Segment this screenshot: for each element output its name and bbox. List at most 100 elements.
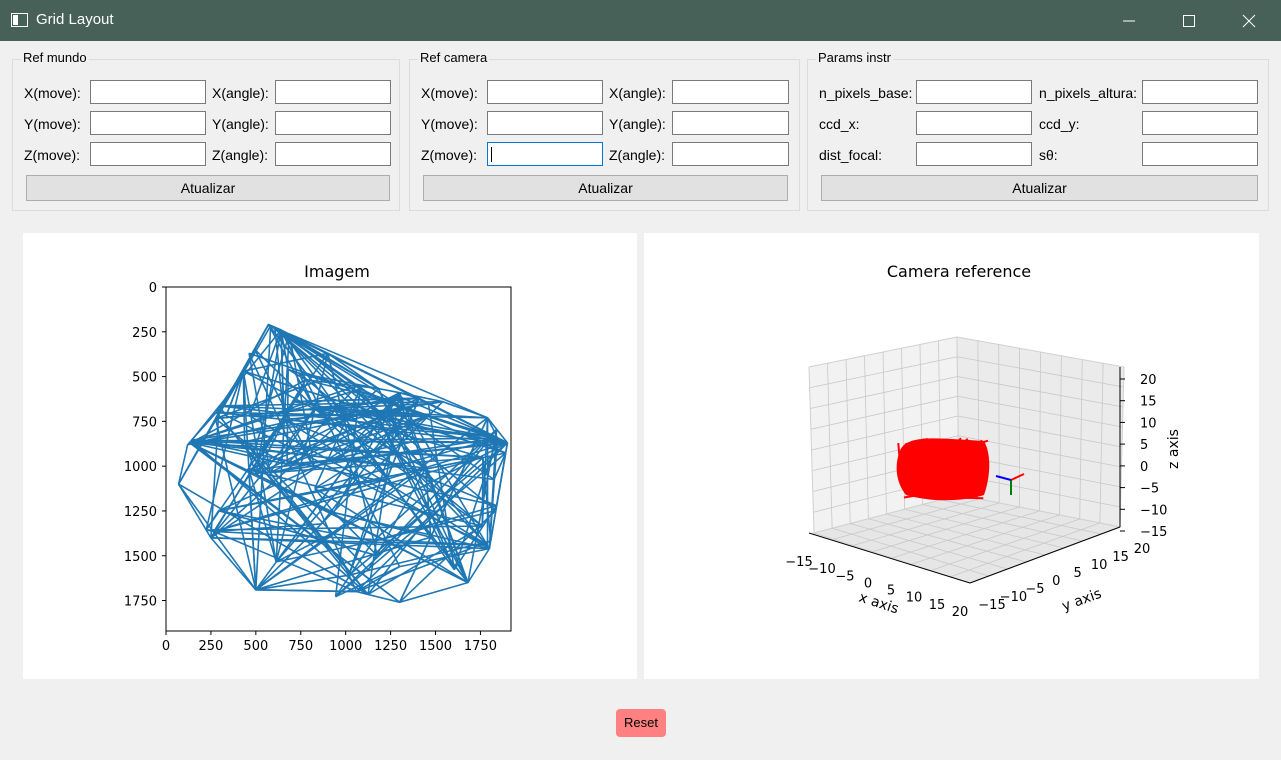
x-tick-label: 1500 [419, 639, 452, 654]
mesh-edge [213, 442, 508, 533]
x-ticks: −15−10 −5 0 5 10 15 20 [785, 555, 968, 620]
mundo-y-move-input[interactable] [90, 111, 206, 135]
mesh-edge [493, 452, 507, 480]
object-stroke [900, 462, 915, 466]
x-tick-label: 500 [243, 639, 268, 654]
mesh-edge [189, 441, 288, 466]
z-tick-label: 15 [1140, 395, 1157, 410]
n-pixels-altura-label: n_pixels_altura: [1039, 85, 1138, 101]
object-stroke [903, 452, 957, 499]
y-tick-label: 0 [149, 281, 157, 296]
mesh-edge [210, 537, 488, 546]
mesh-edge [188, 388, 361, 444]
mesh-edge [293, 397, 419, 403]
y-tick-label: 1000 [124, 460, 157, 475]
z-angle-label: Z(angle): [212, 147, 269, 163]
grid-line [809, 356, 958, 389]
params-update-button[interactable]: Atualizar [821, 175, 1258, 201]
n-pixels-altura-input[interactable] [1142, 80, 1258, 104]
plot-frame [165, 286, 512, 632]
mesh-edge [488, 437, 497, 549]
mesh-edge [248, 469, 271, 474]
mundo-update-button[interactable]: Atualizar [26, 175, 390, 201]
camera-z-angle-input[interactable] [672, 142, 789, 166]
close-button[interactable] [1219, 0, 1279, 41]
mesh-edge [215, 411, 350, 576]
mesh-edge [188, 441, 469, 584]
minimize-button[interactable] [1099, 0, 1159, 41]
mesh-edge [335, 565, 400, 598]
mesh-edge [191, 439, 495, 481]
object-stroke [912, 443, 980, 491]
camera-x-move-input[interactable] [487, 80, 603, 104]
z-tick-label: −10 [1140, 503, 1167, 518]
image-plot-panel: Imagem 0 250 500 750 1000 1250 1500 1750 0 250 50… [23, 233, 637, 679]
mesh-edge [367, 428, 498, 595]
y-axis-label: y axis [1060, 586, 1104, 615]
object-stroke [953, 469, 968, 482]
n-pixels-base-input[interactable] [916, 80, 1032, 104]
plot-lines [177, 323, 509, 604]
ccd-y-label: ccd_y: [1039, 116, 1080, 132]
mesh-edge [213, 530, 488, 546]
mesh-edge [177, 483, 257, 591]
camera-x-angle-input[interactable] [672, 80, 789, 104]
mesh-edge [489, 442, 509, 542]
app-icon [11, 13, 28, 27]
mesh-edge [348, 540, 491, 576]
object-stroke [903, 487, 960, 499]
y-tick-label: 0 [1052, 574, 1060, 589]
title-bar: Grid Layout [0, 0, 1281, 41]
mesh-edge [333, 511, 490, 550]
mundo-z-angle-input[interactable] [275, 142, 391, 166]
y-tick-label: 500 [132, 371, 157, 386]
mundo-x-move-input[interactable] [90, 80, 206, 104]
camera-update-button[interactable]: Atualizar [423, 175, 788, 201]
maximize-icon [1183, 15, 1195, 27]
mesh-edge [249, 415, 490, 550]
mundo-z-move-input[interactable] [90, 142, 206, 166]
x-tick-label: −15 [785, 555, 812, 570]
y-tick-label: −5 [1025, 582, 1044, 597]
n-pixels-base-label: n_pixels_base: [819, 85, 913, 101]
ccd-x-label: ccd_x: [819, 116, 860, 132]
mesh-edge [280, 329, 285, 420]
group-title: Params instr [816, 50, 893, 65]
mesh-edge [255, 417, 489, 591]
grid-line [904, 508, 1064, 549]
y-angle-label: Y(angle): [212, 116, 269, 132]
ccd-y-input[interactable] [1142, 111, 1258, 135]
object-stroke [904, 442, 918, 465]
y-tick-label: 1500 [124, 550, 157, 565]
mundo-y-angle-input[interactable] [275, 111, 391, 135]
reset-button[interactable]: Reset [616, 709, 666, 737]
mundo-x-angle-input[interactable] [275, 80, 391, 104]
mesh-edge [218, 509, 374, 543]
s-theta-input[interactable] [1142, 142, 1258, 166]
camera-z-move-input[interactable] [487, 142, 603, 166]
ccd-x-input[interactable] [916, 111, 1032, 135]
maximize-button[interactable] [1159, 0, 1219, 41]
camera-z-axis [995, 475, 1012, 481]
y-angle-label: Y(angle): [609, 116, 666, 132]
mesh-edge [244, 407, 405, 443]
mesh-edge [269, 440, 416, 474]
x-move-label: X(move): [421, 85, 478, 101]
grid-line [950, 522, 1101, 578]
x-tick-label: 750 [288, 639, 313, 654]
mesh-edge [188, 441, 401, 603]
close-icon [1242, 14, 1256, 28]
camera-y-angle-input[interactable] [672, 111, 789, 135]
y-tick-label: 15 [1112, 550, 1129, 565]
mesh-edge [283, 418, 497, 507]
mesh-edge [215, 381, 315, 420]
mesh-edge [314, 381, 358, 394]
chart-title: Imagem [304, 262, 370, 281]
mesh-edge [288, 333, 488, 419]
mesh-edge [275, 333, 290, 562]
dist-focal-input[interactable] [916, 142, 1032, 166]
camera-y-move-input[interactable] [487, 111, 603, 135]
mesh-edge [219, 400, 443, 407]
y-tick-label: −10 [1000, 590, 1027, 605]
mesh-edge [397, 395, 508, 444]
